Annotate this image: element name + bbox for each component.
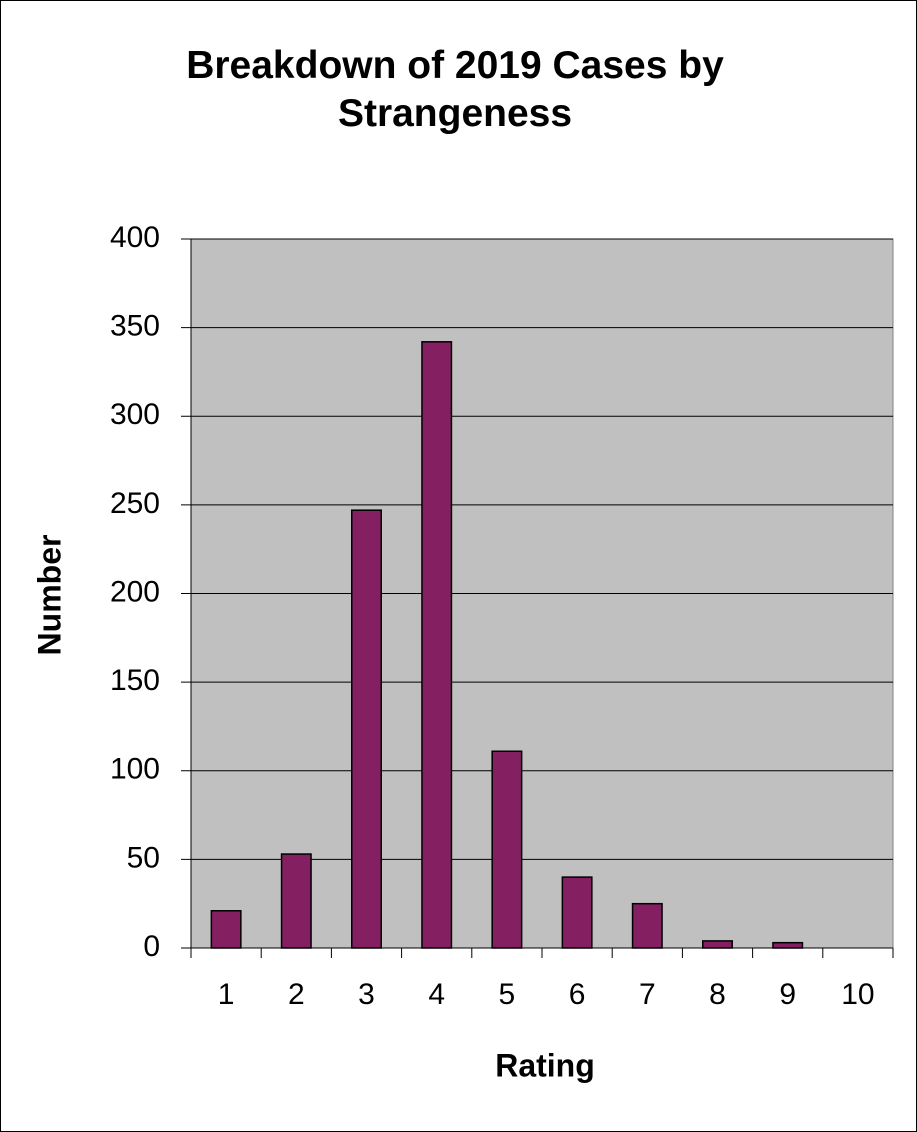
- y-axis-label: Number: [31, 535, 67, 656]
- x-tick-label: 1: [218, 978, 235, 1011]
- x-tick-label: 8: [709, 978, 726, 1011]
- y-tick-label: 100: [110, 753, 160, 786]
- y-tick-label: 50: [127, 841, 160, 874]
- bar: [631, 902, 663, 949]
- bar: [772, 941, 804, 949]
- x-tick-label: 5: [499, 978, 516, 1011]
- y-tick-label: 150: [110, 664, 160, 697]
- bar: [561, 876, 593, 949]
- y-tick-label: 350: [110, 310, 160, 343]
- x-tick-label: 2: [288, 978, 305, 1011]
- y-tick-label: 0: [143, 930, 160, 963]
- x-axis-label: Rating: [495, 1047, 595, 1083]
- x-tick-label: 9: [779, 978, 796, 1011]
- bar: [280, 853, 312, 949]
- bar: [491, 750, 523, 949]
- y-tick-label: 300: [110, 398, 160, 431]
- bar: [210, 910, 242, 949]
- y-tick-label: 250: [110, 487, 160, 520]
- x-tick-label: 6: [569, 978, 586, 1011]
- y-tick-label: 200: [110, 575, 160, 608]
- bar: [421, 341, 453, 949]
- chart-title: Breakdown of 2019 Cases by Strangeness: [186, 44, 724, 135]
- x-tick-label: 10: [841, 978, 874, 1011]
- x-tick-label: 3: [358, 978, 375, 1011]
- bar: [351, 509, 382, 949]
- bar: [702, 940, 733, 949]
- y-tick-label: 400: [110, 221, 160, 254]
- x-tick-label: 7: [639, 978, 656, 1011]
- x-tick-label: 4: [428, 978, 445, 1011]
